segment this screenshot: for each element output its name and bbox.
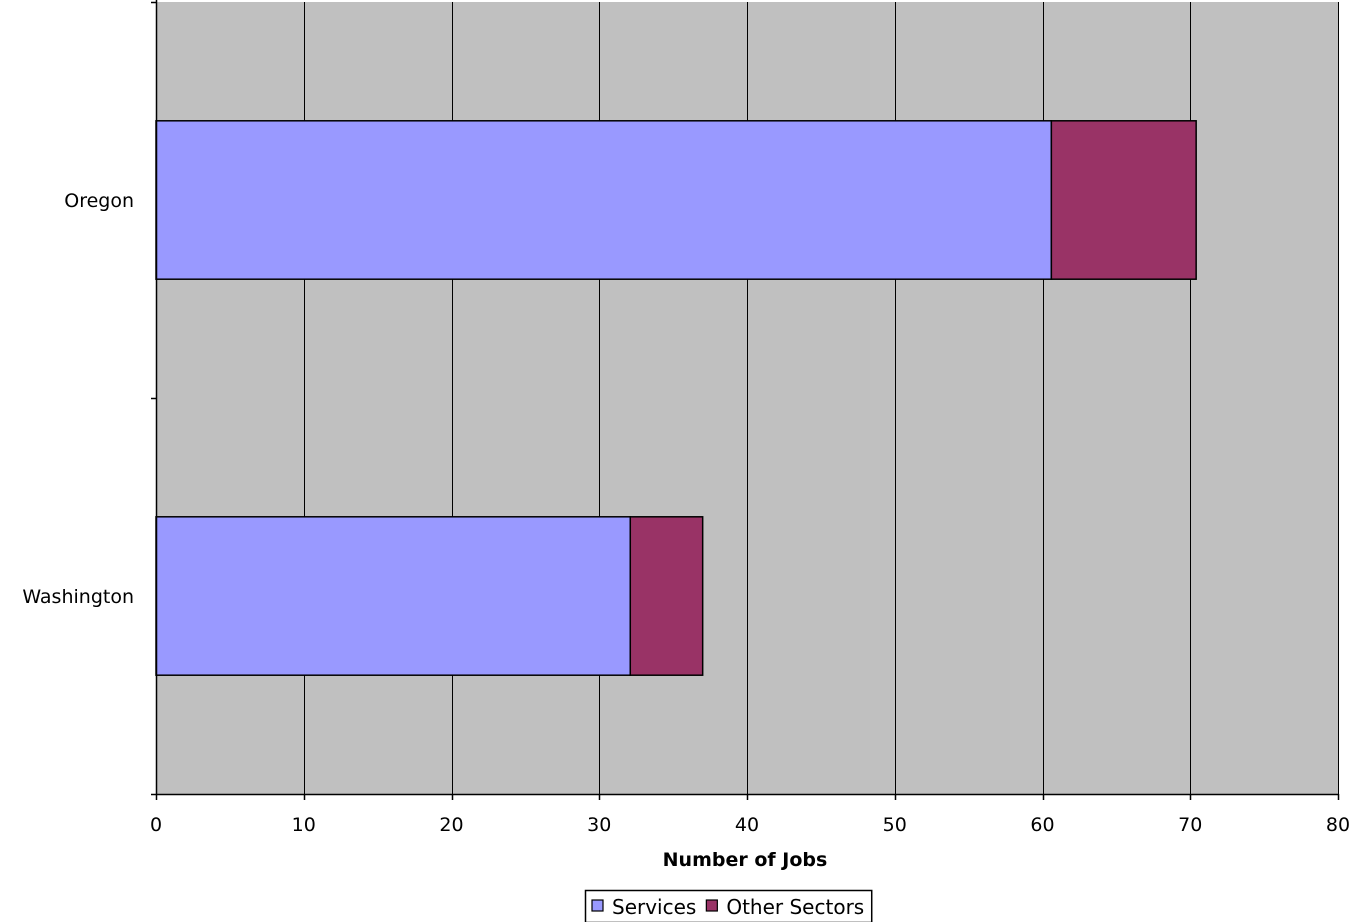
bar-services-oregon (155, 120, 1053, 280)
x-tick-label: 10 (292, 814, 316, 836)
legend-swatch-other-sectors (705, 899, 718, 912)
x-tick-label: 20 (439, 814, 463, 836)
bar-other-sectors-washington (629, 516, 704, 676)
x-tick-label: 30 (587, 814, 611, 836)
legend-label-services: Services (612, 895, 696, 919)
axes (151, 0, 1340, 800)
bar-services-washington (155, 516, 632, 676)
legend: Services Other Sectors (584, 889, 873, 922)
x-tick-label: 40 (735, 814, 759, 836)
x-tick-label: 70 (1178, 814, 1202, 836)
x-axis-title: Number of Jobs (663, 849, 828, 871)
x-tick-label: 50 (883, 814, 907, 836)
y-category-label: Washington (22, 586, 134, 608)
y-category-label: Oregon (64, 190, 134, 212)
x-tick-label: 0 (150, 814, 162, 836)
y-tick-labels: Oregon Washington (22, 190, 134, 608)
x-tick-labels: 0 10 20 30 40 50 60 70 80 (150, 814, 1350, 836)
x-tick-label: 80 (1326, 814, 1350, 836)
legend-box (584, 889, 873, 922)
legend-swatch-services (591, 899, 604, 912)
bar-other-sectors-oregon (1050, 120, 1197, 280)
legend-label-other-sectors: Other Sectors (726, 895, 864, 919)
x-tick-label: 60 (1030, 814, 1054, 836)
